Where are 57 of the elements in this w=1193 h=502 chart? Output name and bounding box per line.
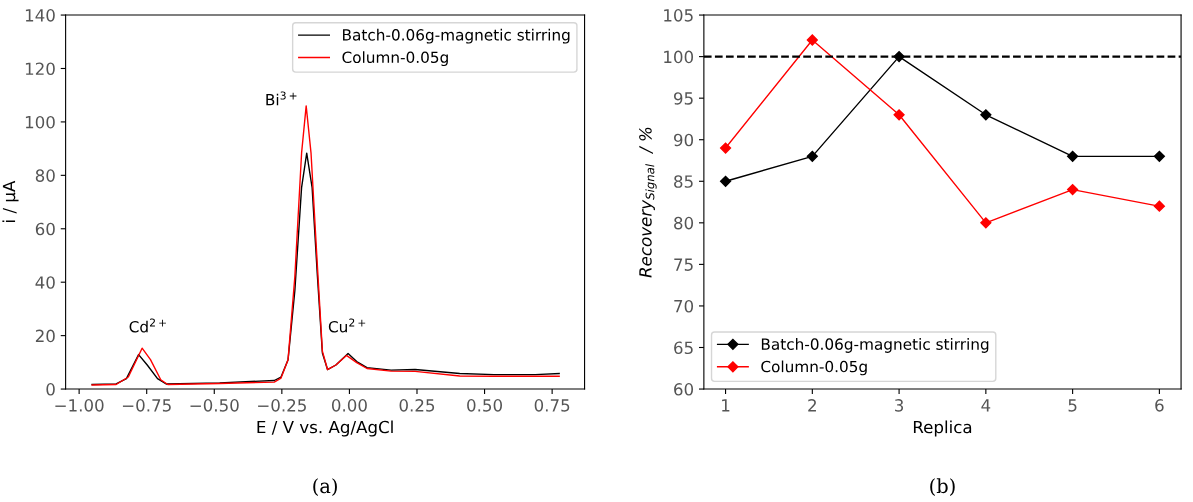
- y-axis-title: Recovery$_{Signal}$ / %: [639, 127, 657, 278]
- point: [806, 34, 818, 46]
- x-tick-label: −0.50: [190, 399, 239, 412]
- x-tick-label: 0.25: [399, 399, 435, 412]
- y-tick-label: 100: [25, 115, 55, 129]
- y-tick-label: 80: [674, 216, 694, 230]
- y-tick-label: 65: [674, 341, 693, 355]
- point: [1153, 150, 1165, 162]
- x-tick-label: −0.75: [122, 399, 171, 412]
- annotation: Bi$^{3+}$: [266, 91, 297, 106]
- point: [1153, 200, 1165, 212]
- point: [980, 217, 992, 229]
- x-tick-label: −1.00: [55, 399, 104, 412]
- y-tick-label: 60: [674, 383, 694, 396]
- y-tick-label: 120: [25, 62, 55, 76]
- point: [893, 109, 905, 121]
- legend-label: Column-0.05g: [761, 360, 867, 376]
- legend-label: Column-0.05g: [342, 51, 448, 67]
- x-tick-label: 1: [722, 399, 730, 412]
- x-tick-label: 0.75: [534, 399, 570, 412]
- x-axis-title: E / V vs. Ag/AgCl: [257, 420, 393, 437]
- point: [980, 109, 992, 121]
- line-series: [91, 105, 560, 386]
- point: [1067, 183, 1079, 196]
- x-tick-label: 2: [808, 399, 816, 412]
- y-tick-label: 80: [35, 169, 55, 182]
- y-tick-label: 0: [46, 383, 55, 396]
- y-tick-label: 95: [673, 92, 693, 105]
- x-tick-label: 6: [1155, 399, 1164, 412]
- annotation: Cd$^{2+}$: [129, 318, 166, 333]
- y-tick-label: 60: [35, 222, 55, 236]
- x-tick-label: 0.50: [467, 399, 503, 412]
- x-tick-label: 3: [895, 399, 904, 412]
- text: (b): [930, 478, 955, 496]
- y-axis-title: i / μA: [2, 180, 19, 222]
- y-tick-label: 140: [25, 9, 55, 22]
- y-tick-label: 70: [674, 299, 694, 313]
- y-tick-label: 20: [35, 329, 55, 343]
- x-tick-label: 5: [1068, 399, 1077, 412]
- y-tick-label: 105: [664, 9, 693, 22]
- text: (a): [313, 478, 337, 496]
- point: [719, 142, 732, 154]
- legend-label: Batch-0.06g-magnetic stirring: [761, 338, 989, 353]
- y-tick-label: 90: [673, 133, 694, 147]
- x-tick-label: −0.25: [258, 399, 306, 412]
- x-tick-label: 0.00: [331, 399, 367, 412]
- point: [1067, 150, 1079, 162]
- y-tick-label: 100: [664, 50, 694, 64]
- annotation: Cu$^{2+}$: [328, 318, 366, 333]
- point: [806, 150, 818, 162]
- y-tick-label: 75: [674, 258, 693, 271]
- point: [719, 175, 732, 187]
- x-tick-label: 4: [981, 399, 991, 412]
- x-axis-title: Replica: [913, 420, 972, 437]
- legend-label: Batch-0.06g-magnetic stirring: [343, 28, 570, 44]
- y-tick-label: 40: [35, 276, 55, 289]
- y-tick-label: 85: [674, 175, 693, 188]
